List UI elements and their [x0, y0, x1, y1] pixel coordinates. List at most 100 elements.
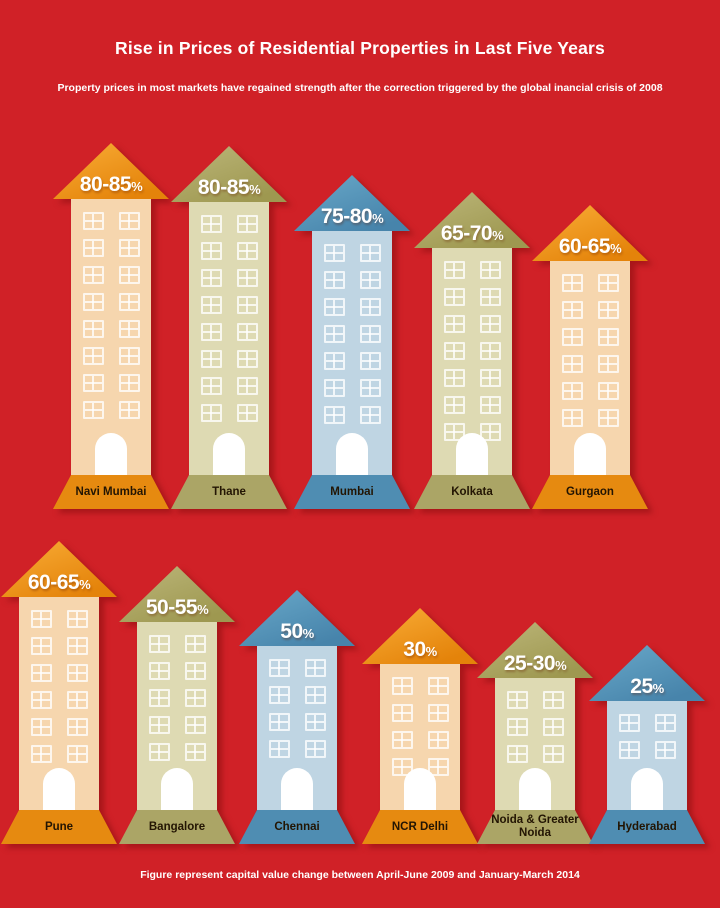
door-icon	[404, 768, 436, 810]
building-roof: 65-70%	[414, 192, 530, 248]
window-row	[380, 704, 460, 722]
window-icon	[597, 409, 619, 427]
chart-footnote: Figure represent capital value change be…	[140, 869, 580, 881]
window-row	[137, 743, 217, 761]
city-label: Pune	[44, 820, 74, 833]
window-icon	[479, 261, 501, 279]
window-icon	[30, 610, 52, 628]
city-label: Mumbai	[330, 485, 374, 498]
window-row	[137, 662, 217, 680]
window-row	[550, 274, 630, 292]
window-icon	[236, 323, 258, 341]
window-row	[19, 610, 99, 628]
window-row	[380, 731, 460, 749]
window-icon	[479, 288, 501, 306]
window-icon	[359, 271, 381, 289]
window-icon	[323, 325, 345, 343]
window-icon	[597, 355, 619, 373]
building: 60-65% Pune	[1, 541, 117, 844]
window-icon	[118, 212, 140, 230]
window-icon	[561, 274, 583, 292]
door-icon	[336, 433, 368, 475]
city-label: Navi Mumbai	[75, 485, 147, 498]
window-icon	[443, 261, 465, 279]
window-icon	[236, 296, 258, 314]
window-row	[71, 374, 151, 392]
window-icon	[184, 743, 206, 761]
city-label: Bangalore	[148, 820, 206, 833]
window-icon	[30, 718, 52, 736]
window-row	[189, 350, 269, 368]
window-icon	[200, 269, 222, 287]
window-row	[19, 691, 99, 709]
window-row	[71, 212, 151, 230]
window-icon	[82, 401, 104, 419]
city-label-plate: Thane	[171, 475, 287, 509]
window-row	[432, 342, 512, 360]
window-row	[312, 298, 392, 316]
window-icon	[66, 610, 88, 628]
door-icon	[456, 433, 488, 475]
window-icon	[359, 352, 381, 370]
window-row	[312, 271, 392, 289]
window-icon	[427, 704, 449, 722]
window-icon	[323, 352, 345, 370]
window-row	[312, 244, 392, 262]
building-body	[257, 646, 337, 810]
building-roof: 75-80%	[294, 175, 410, 231]
value-label: 60-65%	[558, 235, 622, 258]
window-row	[312, 325, 392, 343]
window-row	[137, 635, 217, 653]
door-icon	[213, 433, 245, 475]
window-icon	[323, 244, 345, 262]
window-row	[432, 423, 512, 441]
window-icon	[479, 315, 501, 333]
window-icon	[443, 342, 465, 360]
window-row	[495, 691, 575, 709]
window-icon	[359, 406, 381, 424]
building-body	[189, 202, 269, 475]
building: 80-85% Thane	[171, 146, 287, 509]
window-icon	[82, 347, 104, 365]
window-row	[189, 242, 269, 260]
window-icon	[82, 320, 104, 338]
window-row	[432, 369, 512, 387]
value-label: 50-55%	[145, 596, 209, 619]
window-icon	[304, 713, 326, 731]
window-row	[189, 323, 269, 341]
window-icon	[268, 740, 290, 758]
window-icon	[391, 758, 413, 776]
window-row	[380, 677, 460, 695]
building: 25% Hyderabad	[589, 645, 705, 844]
window-row	[257, 713, 337, 731]
window-icon	[359, 298, 381, 316]
value-label: 65-70%	[440, 222, 504, 245]
window-icon	[268, 686, 290, 704]
window-row	[71, 347, 151, 365]
window-icon	[443, 369, 465, 387]
window-row	[19, 745, 99, 763]
window-icon	[30, 745, 52, 763]
window-icon	[30, 637, 52, 655]
window-icon	[66, 691, 88, 709]
window-icon	[200, 350, 222, 368]
window-row	[189, 215, 269, 233]
windows-grid	[19, 610, 99, 763]
building-body	[495, 678, 575, 810]
window-icon	[542, 691, 564, 709]
windows-grid	[312, 244, 392, 424]
window-row	[257, 740, 337, 758]
window-row	[432, 396, 512, 414]
window-icon	[443, 396, 465, 414]
building: 50-55% Bangalore	[119, 566, 235, 844]
window-icon	[618, 714, 640, 732]
window-icon	[304, 686, 326, 704]
window-icon	[654, 741, 676, 759]
window-icon	[506, 691, 528, 709]
city-label-plate: Pune	[1, 810, 117, 844]
window-row	[607, 741, 687, 759]
building-roof: 80-85%	[53, 143, 169, 199]
window-icon	[359, 379, 381, 397]
window-row	[19, 637, 99, 655]
